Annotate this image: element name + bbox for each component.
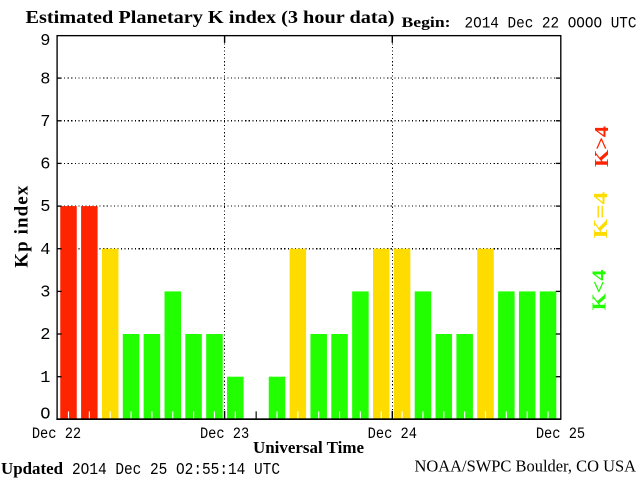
svg-text:Updated: Updated bbox=[1, 459, 63, 478]
svg-text:1: 1 bbox=[40, 369, 50, 388]
svg-text:3: 3 bbox=[40, 284, 50, 303]
svg-text:Dec 23: Dec 23 bbox=[200, 425, 249, 443]
svg-text:4: 4 bbox=[40, 241, 50, 260]
svg-text:9: 9 bbox=[40, 32, 50, 51]
svg-text:7: 7 bbox=[40, 113, 50, 132]
svg-text:2: 2 bbox=[40, 326, 50, 345]
svg-text:8: 8 bbox=[40, 70, 50, 89]
svg-text:Begin:: Begin: bbox=[402, 15, 451, 31]
svg-text:Dec 24: Dec 24 bbox=[368, 425, 417, 443]
svg-text:Kp index: Kp index bbox=[12, 185, 33, 268]
svg-text:Dec 22: Dec 22 bbox=[32, 425, 81, 443]
svg-text:5: 5 bbox=[40, 198, 50, 217]
svg-text:2O14 Dec 25 O2:55:14 UTC: 2O14 Dec 25 O2:55:14 UTC bbox=[72, 460, 280, 479]
svg-text:6: 6 bbox=[40, 156, 50, 175]
svg-text:NOAA/SWPC Boulder, CO USA: NOAA/SWPC Boulder, CO USA bbox=[415, 457, 637, 476]
svg-text:O: O bbox=[40, 406, 50, 425]
svg-text:Universal Time: Universal Time bbox=[253, 438, 364, 457]
svg-text:Estimated Planetary K index (3: Estimated Planetary K index (3 hour data… bbox=[26, 7, 395, 27]
svg-text:K=4: K=4 bbox=[590, 192, 612, 239]
svg-text:K<4: K<4 bbox=[589, 270, 611, 311]
svg-text:K>4: K>4 bbox=[591, 126, 613, 167]
svg-text:Dec 25: Dec 25 bbox=[536, 425, 585, 443]
svg-text:2O14 Dec 22 OOOO UTC: 2O14 Dec 22 OOOO UTC bbox=[465, 15, 637, 33]
